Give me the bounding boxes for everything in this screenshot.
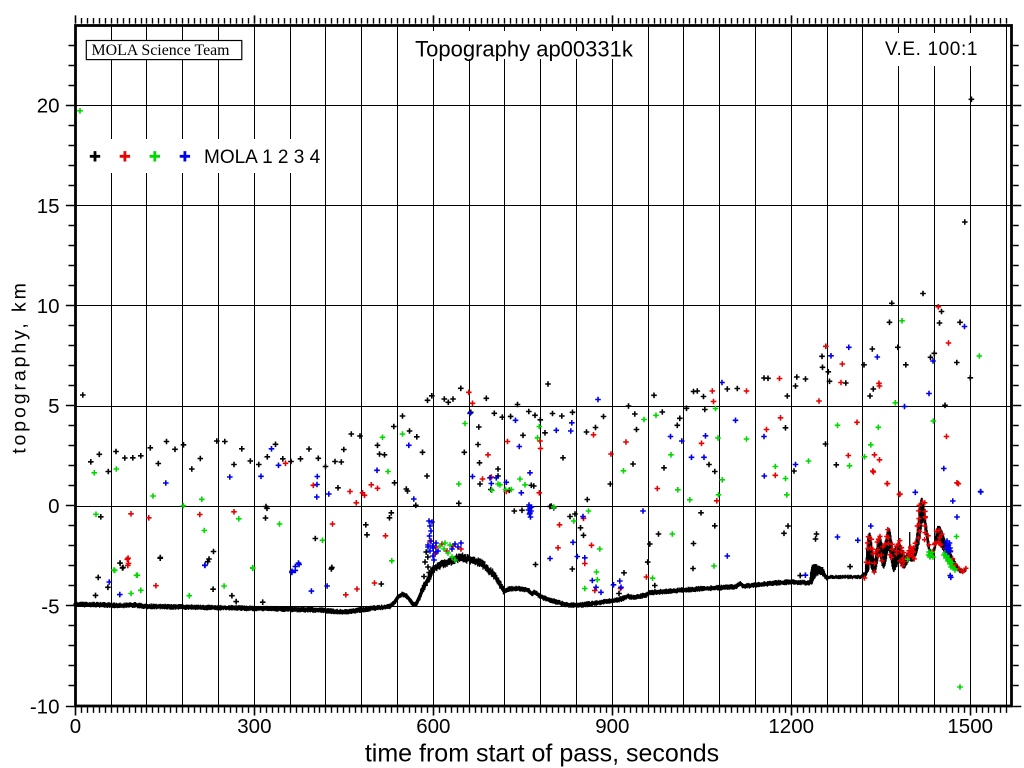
svg-text:5: 5 <box>48 395 59 418</box>
svg-text:0: 0 <box>70 715 81 738</box>
svg-text:-10: -10 <box>30 696 60 719</box>
svg-text:MOLA Science Team: MOLA Science Team <box>92 42 231 59</box>
svg-text:300: 300 <box>237 715 271 738</box>
svg-text:20: 20 <box>37 95 60 118</box>
svg-text:V.E. 100:1: V.E. 100:1 <box>885 39 978 60</box>
svg-text:15: 15 <box>37 195 60 218</box>
svg-text:MOLA 1 2 3 4: MOLA 1 2 3 4 <box>204 147 321 168</box>
svg-text:10: 10 <box>37 295 60 318</box>
svg-text:time from start of pass, secon: time from start of pass, seconds <box>365 740 719 768</box>
svg-text:1200: 1200 <box>768 715 814 738</box>
svg-text:1500: 1500 <box>947 715 993 738</box>
svg-text:topography, km: topography, km <box>9 280 31 454</box>
svg-text:600: 600 <box>416 715 450 738</box>
svg-text:-5: -5 <box>41 595 59 618</box>
svg-text:0: 0 <box>48 495 59 518</box>
svg-text:900: 900 <box>595 715 629 738</box>
svg-text:Topography ap00331k: Topography ap00331k <box>415 37 634 62</box>
